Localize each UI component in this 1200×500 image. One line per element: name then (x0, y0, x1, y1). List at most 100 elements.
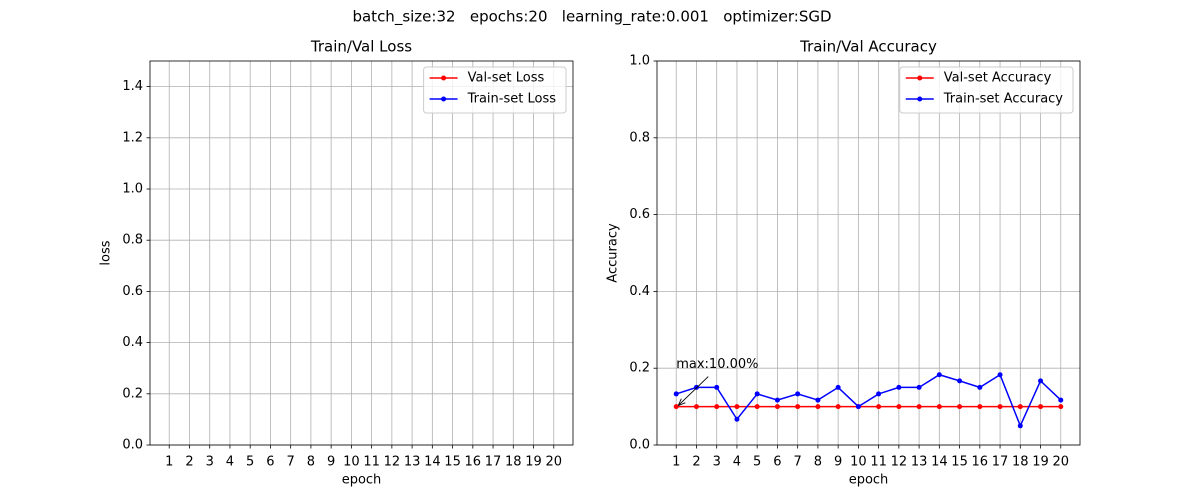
x-tick-label: 10 (850, 455, 867, 470)
x-tick-label: 16 (972, 455, 989, 470)
x-tick-label: 6 (266, 455, 274, 470)
legend-label: Val-set Accuracy (944, 71, 1052, 86)
legend-label: Train-set Loss (467, 92, 557, 107)
data-point (754, 391, 760, 397)
y-tick-label: 0.0 (122, 438, 143, 453)
x-tick-label: 10 (343, 455, 360, 470)
series-line (675, 373, 1062, 428)
y-tick-label: 0.8 (122, 233, 143, 248)
data-point (795, 404, 801, 410)
data-point (734, 404, 740, 410)
x-tick-label: 4 (226, 455, 234, 470)
data-point (977, 384, 983, 390)
x-tick-label: 7 (287, 455, 295, 470)
axes-frame (656, 60, 1081, 446)
x-tick-label: 20 (545, 455, 562, 470)
annotation-arrow (678, 376, 709, 406)
data-point (774, 397, 780, 403)
data-point (1038, 378, 1044, 384)
x-tick-label: 2 (692, 455, 700, 470)
y-axis-label: loss (99, 240, 114, 265)
legend-marker (441, 96, 447, 102)
x-tick-label: 18 (1012, 455, 1029, 470)
x-tick-label: 15 (444, 455, 461, 470)
legend: Val-set Loss Train-set Loss (423, 66, 567, 114)
x-tick-label: 15 (951, 455, 968, 470)
x-tick-label: 8 (307, 455, 315, 470)
x-axis-label: epoch (849, 473, 889, 488)
data-point (1058, 397, 1064, 403)
x-tick-label: 5 (753, 455, 761, 470)
y-tick-label: 0.4 (629, 284, 650, 299)
data-point (855, 404, 861, 410)
suptitle: batch_size:32 epochs:20 learning_rate:0.… (352, 8, 831, 27)
data-point (896, 404, 902, 410)
legend-marker (917, 75, 923, 81)
axes: 1 2 3 4 5 6 7 8 9 10 11 12 13 14 15 16 17 18 19 200.00.20.4… (99, 38, 574, 488)
x-tick-label: 17 (485, 455, 502, 470)
y-tick-label: 0.0 (629, 438, 650, 453)
y-tick-label: 1.0 (122, 182, 143, 197)
data-point (754, 404, 760, 410)
data-point (977, 404, 983, 410)
data-point (896, 384, 902, 390)
data-point (835, 404, 841, 410)
y-axis-label: Accuracy (606, 223, 621, 283)
x-tick-label: 12 (384, 455, 401, 470)
axes-frame (149, 60, 574, 446)
y-tick-label: 0.6 (629, 207, 650, 222)
x-tick-label: 11 (870, 455, 887, 470)
x-tick-label: 1 (672, 455, 680, 470)
data-point (1017, 423, 1023, 429)
y-tick-label: 1.0 (629, 54, 650, 69)
x-tick-label: 9 (327, 455, 335, 470)
data-point (876, 391, 882, 397)
legend: Val-set Accuracy Train-set Accuracy (899, 66, 1074, 114)
data-point (815, 404, 821, 410)
annotation-text: max:10.00% (676, 357, 758, 372)
y-tick-label: 0.4 (122, 335, 143, 350)
x-tick-label: 16 (465, 455, 482, 470)
data-point (916, 384, 922, 390)
x-tick-label: 18 (505, 455, 522, 470)
data-point (916, 404, 922, 410)
legend-marker (441, 75, 447, 81)
y-tick-label: 1.4 (122, 79, 143, 94)
x-tick-label: 19 (1032, 455, 1049, 470)
x-tick-label: 13 (911, 455, 928, 470)
y-tick-label: 0.2 (122, 386, 143, 401)
data-point (997, 372, 1003, 378)
data-point (835, 384, 841, 390)
x-tick-label: 1 (165, 455, 173, 470)
data-point (1038, 404, 1044, 410)
x-tick-label: 5 (246, 455, 254, 470)
legend-frame (423, 66, 567, 114)
y-tick-label: 0.2 (629, 361, 650, 376)
x-tick-label: 20 (1052, 455, 1069, 470)
legend-label: Train-set Accuracy (943, 92, 1064, 107)
data-point (795, 391, 801, 397)
data-point (957, 404, 963, 410)
legend-label: Val-set Loss (468, 71, 545, 86)
legend-marker (917, 96, 923, 102)
x-tick-label: 3 (713, 455, 721, 470)
data-point (1017, 404, 1023, 410)
x-tick-label: 19 (525, 455, 542, 470)
axes: 1 2 3 4 5 6 7 8 9 10 11 12 13 14 15 16 17 18 19 200.00.20.4… (606, 38, 1081, 488)
x-tick-label: 12 (891, 455, 908, 470)
legend-frame (899, 66, 1074, 114)
y-tick-label: 1.2 (122, 130, 143, 145)
data-point (673, 391, 679, 397)
x-tick-label: 7 (794, 455, 802, 470)
x-tick-label: 14 (424, 455, 441, 470)
x-tick-label: 6 (773, 455, 781, 470)
x-tick-label: 14 (931, 455, 948, 470)
data-point (936, 372, 942, 378)
x-tick-label: 3 (206, 455, 214, 470)
x-tick-label: 4 (733, 455, 741, 470)
x-tick-label: 17 (992, 455, 1009, 470)
data-point (957, 378, 963, 384)
x-tick-label: 2 (185, 455, 193, 470)
data-point (673, 404, 679, 410)
axes-title: Train/Val Loss (310, 38, 412, 56)
